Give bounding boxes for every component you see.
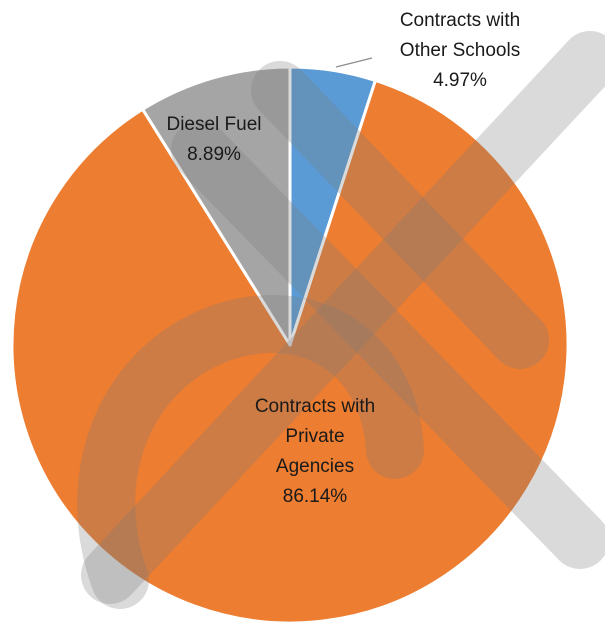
slice-label-diesel-fuel: Diesel Fuel 8.89% — [166, 114, 261, 165]
pie-slice-private-agencies — [10, 78, 570, 625]
pie-slices — [10, 65, 570, 625]
slice-name-line: Contracts with — [400, 10, 520, 31]
leader-line-other-schools — [335, 57, 373, 68]
pie-slice-diesel-fuel — [141, 65, 292, 347]
slice-name-line: Private — [285, 426, 344, 447]
slice-value-private-agencies: 86.14% — [283, 486, 348, 507]
slice-value-diesel-fuel: 8.89% — [187, 144, 241, 165]
slice-name-line: Other Schools — [400, 40, 520, 61]
slice-label-other-schools: Contracts with Other Schools 4.97% — [400, 10, 520, 91]
slice-name-line: Contracts with — [255, 396, 375, 417]
slice-label-private-agencies: Contracts with Private Agencies 86.14% — [255, 396, 375, 507]
slice-labels: Contracts with Other Schools 4.97%Contract… — [166, 10, 520, 507]
watermark — [77, 31, 605, 609]
slice-name-line: Diesel Fuel — [166, 114, 261, 135]
slice-name-line: Agencies — [276, 456, 354, 477]
slice-value-other-schools: 4.97% — [433, 70, 487, 91]
